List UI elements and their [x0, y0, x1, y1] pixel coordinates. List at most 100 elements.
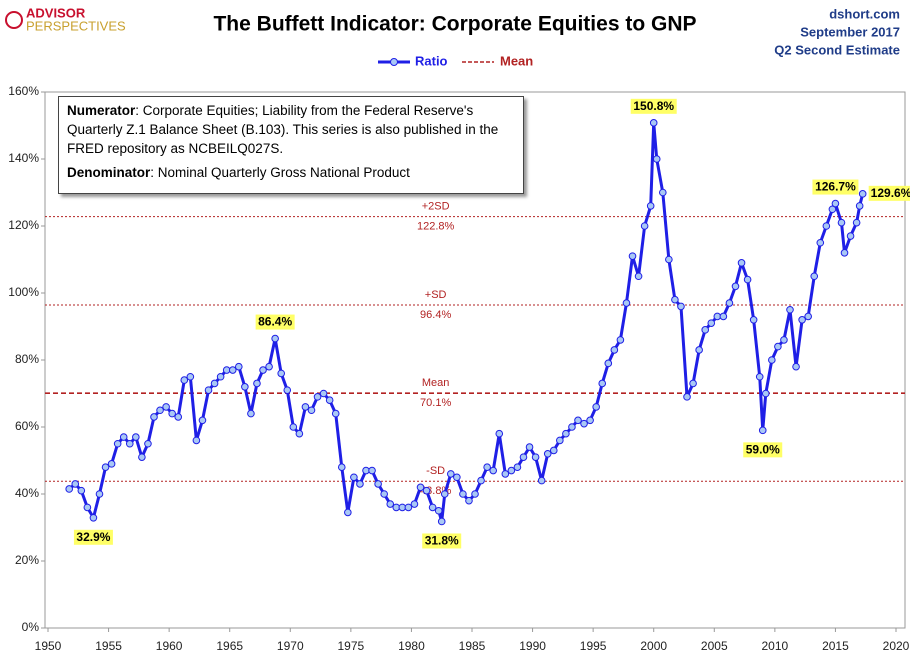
- note-heading: Denominator: [67, 165, 151, 180]
- data-point: [434, 506, 443, 515]
- data-point: [622, 299, 631, 307]
- y-tick-label: 140%: [8, 151, 39, 165]
- data-point: [556, 436, 564, 445]
- note-text: : Nominal Quarterly Gross National Produ…: [150, 165, 410, 180]
- data-point: [646, 202, 655, 210]
- data-point: [786, 305, 794, 314]
- data-point: [501, 470, 510, 478]
- data-point: [459, 490, 467, 498]
- value-label-group: 31.8%: [422, 533, 462, 549]
- data-point: [525, 443, 534, 451]
- data-point: [295, 429, 304, 438]
- data-point: [325, 396, 334, 405]
- source: September 2017: [800, 24, 900, 39]
- data-point: [816, 238, 825, 247]
- value-label-bg: [422, 533, 462, 549]
- value-label: 59.0%: [746, 443, 780, 457]
- x-tick-label: 1980: [398, 639, 425, 653]
- data-point: [758, 426, 767, 435]
- brand-top: ADVISOR: [26, 5, 86, 20]
- data-point: [386, 500, 395, 508]
- y-tick-label: 20%: [15, 553, 39, 567]
- data-point: [837, 218, 846, 227]
- data-point: [216, 372, 225, 381]
- data-point: [568, 423, 576, 431]
- x-tick-label: 1985: [459, 639, 486, 653]
- data-point: [780, 336, 788, 344]
- data-point: [846, 232, 855, 240]
- x-tick-label: 2020: [883, 639, 910, 653]
- data-point: [259, 366, 267, 374]
- x-tick-label: 1960: [156, 639, 183, 653]
- data-point: [156, 406, 164, 415]
- data-point: [437, 517, 446, 526]
- x-tick-label: 1970: [277, 639, 304, 653]
- data-point: [253, 379, 261, 388]
- data-point: [804, 312, 812, 321]
- data-point: [356, 480, 364, 488]
- data-point: [453, 473, 461, 482]
- value-label-group: 126.7%: [812, 179, 859, 195]
- data-point: [649, 119, 658, 127]
- data-point: [707, 319, 716, 327]
- note-paragraph: Denominator: Nominal Quarterly Gross Nat…: [67, 163, 515, 182]
- value-label-bg: [73, 529, 113, 545]
- logo-icon: [5, 11, 23, 29]
- data-point: [562, 429, 570, 438]
- y-tick-label: 100%: [8, 285, 39, 299]
- data-point: [665, 255, 673, 264]
- data-point: [774, 342, 782, 351]
- source: Q2 Second Estimate: [774, 42, 900, 57]
- data-point: [132, 433, 140, 441]
- y-tick-label: 120%: [8, 218, 39, 232]
- reference-value: 122.8%: [417, 221, 455, 233]
- reference-name: -SD: [426, 465, 445, 477]
- value-label-bg: [868, 185, 910, 201]
- x-tick-label: 1965: [216, 639, 243, 653]
- value-label-bg: [255, 314, 295, 330]
- data-point: [119, 433, 128, 441]
- data-point: [198, 416, 207, 425]
- data-point: [138, 453, 146, 461]
- data-point: [283, 386, 292, 394]
- data-point: [235, 362, 243, 371]
- data-point: [610, 346, 619, 354]
- data-point: [125, 439, 134, 448]
- y-tick-label: 40%: [15, 486, 39, 500]
- value-label-group: 129.6%: [868, 185, 910, 201]
- data-point: [695, 346, 703, 354]
- data-point: [380, 490, 388, 498]
- data-point: [840, 249, 849, 257]
- data-point: [792, 362, 800, 371]
- data-point: [537, 476, 546, 485]
- y-tick-label: 60%: [15, 419, 39, 433]
- data-point: [586, 416, 594, 425]
- note-text: : Corporate Equities; Liability from the…: [67, 103, 499, 156]
- value-label: 150.8%: [633, 99, 674, 113]
- x-tick-label: 1950: [35, 639, 62, 653]
- data-point: [828, 205, 837, 214]
- reference-value: 70.1%: [420, 397, 451, 409]
- note-heading: Numerator: [67, 103, 136, 118]
- data-point: [162, 403, 170, 411]
- data-point: [404, 503, 413, 512]
- data-point: [271, 334, 279, 343]
- reference-name: +2SD: [422, 201, 450, 213]
- x-tick-label: 1990: [519, 639, 546, 653]
- data-point: [701, 326, 710, 334]
- y-tick-label: 80%: [15, 352, 39, 366]
- data-point: [513, 463, 522, 472]
- data-point: [822, 222, 831, 230]
- value-label-bg: [630, 98, 677, 114]
- data-point: [95, 490, 104, 498]
- data-point: [737, 259, 746, 267]
- data-point: [77, 486, 86, 495]
- data-point: [616, 336, 625, 344]
- value-label-bg: [743, 442, 783, 458]
- x-tick-label: 2000: [640, 639, 667, 653]
- data-point: [743, 275, 752, 284]
- value-label-bg: [812, 179, 859, 195]
- data-point: [168, 409, 176, 418]
- data-point: [531, 453, 540, 461]
- data-point: [313, 393, 322, 401]
